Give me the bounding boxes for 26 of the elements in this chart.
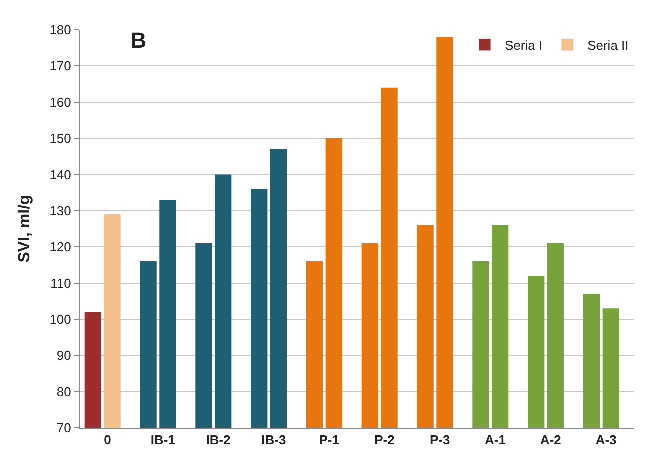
y-tick-label: 170 — [50, 58, 72, 74]
x-tick-label: P-3 — [430, 432, 450, 448]
x-tick-label: 0 — [104, 432, 112, 448]
x-tick-label: IB-3 — [262, 432, 286, 448]
x-tick-label: P-2 — [374, 432, 395, 448]
y-tick-label: 110 — [50, 276, 72, 291]
x-tick-label: IB-2 — [206, 432, 231, 448]
y-tick-label: 100 — [50, 312, 72, 327]
y-axis-title: SVI, ml/g — [16, 195, 34, 263]
y-tick-label: 150 — [50, 131, 72, 146]
legend-label: Seria II — [588, 38, 629, 54]
x-tick-label: A-3 — [596, 432, 617, 448]
y-tick-label: 140 — [50, 167, 72, 182]
y-tick-label: 70 — [56, 420, 72, 436]
chart-title: B — [130, 28, 147, 54]
y-tick-label: 130 — [50, 203, 72, 218]
y-tick-label: 90 — [56, 348, 72, 364]
legend-label: Seria I — [505, 38, 543, 54]
x-tick-label: A-2 — [540, 432, 562, 448]
y-tick-label: 180 — [50, 22, 72, 38]
x-tick-label: P-1 — [319, 432, 340, 448]
y-tick-label: 80 — [56, 384, 72, 400]
y-tick-label: 120 — [50, 240, 72, 255]
y-tick-label: 160 — [50, 94, 72, 110]
x-tick-label: A-1 — [485, 432, 506, 448]
x-tick-label: IB-1 — [150, 432, 176, 448]
